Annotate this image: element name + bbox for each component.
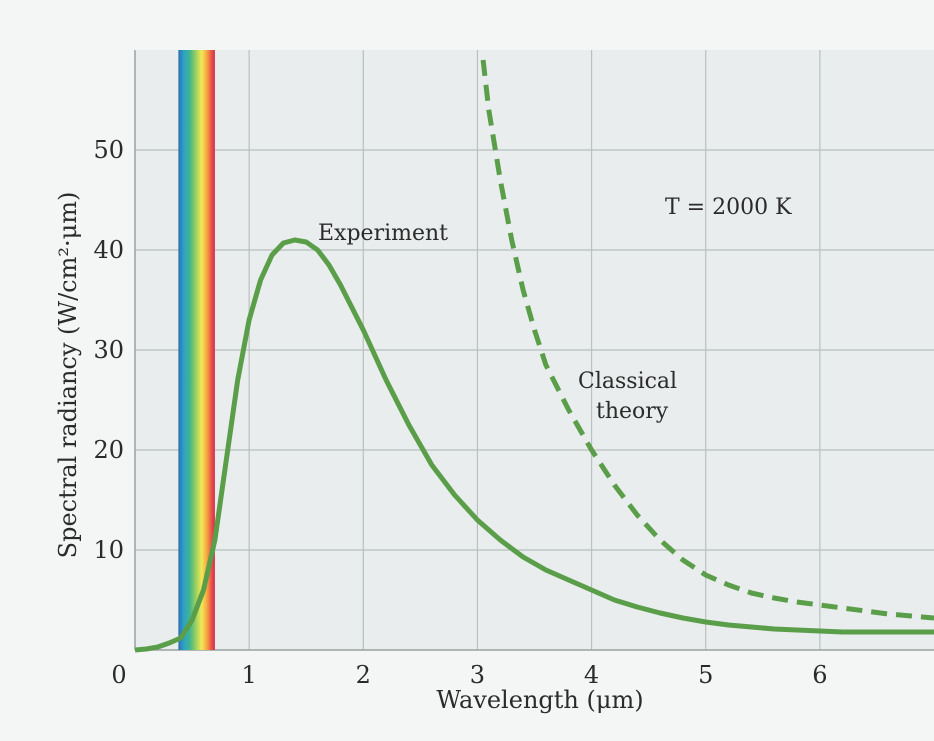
series-label-classical-line2: theory	[596, 399, 669, 424]
x-tick-label-2: 2	[356, 661, 371, 689]
series-label-classical-line1: Classical	[578, 369, 677, 394]
x-tick-label-0: 0	[111, 661, 126, 689]
x-axis-label: Wavelength (μm)	[436, 686, 643, 714]
x-tick-label-3: 3	[470, 661, 485, 689]
y-tick-label-10: 10	[93, 536, 124, 564]
y-axis-label: Spectral radiancy (W/cm²·μm)	[54, 192, 82, 559]
y-tick-label-50: 50	[93, 136, 124, 164]
grid	[134, 50, 934, 651]
visible-spectrum-band	[178, 50, 215, 650]
tick-labels: 0 1 2 3 4 5 6 10 20 30 40 50	[93, 136, 827, 689]
temperature-annotation: T = 2000 K	[665, 195, 792, 220]
series-label-experiment: Experiment	[318, 221, 448, 246]
x-tick-label-5: 5	[698, 661, 713, 689]
series-line-classical-theory	[480, 59, 934, 621]
x-tick-label-1: 1	[242, 661, 257, 689]
series-layer	[134, 59, 934, 653]
y-tick-label-40: 40	[93, 236, 124, 264]
x-tick-label-4: 4	[584, 661, 599, 689]
y-tick-label-20: 20	[93, 436, 124, 464]
series-line-experiment	[134, 237, 934, 653]
y-tick-label-30: 30	[93, 336, 124, 364]
x-tick-label-6: 6	[812, 661, 827, 689]
